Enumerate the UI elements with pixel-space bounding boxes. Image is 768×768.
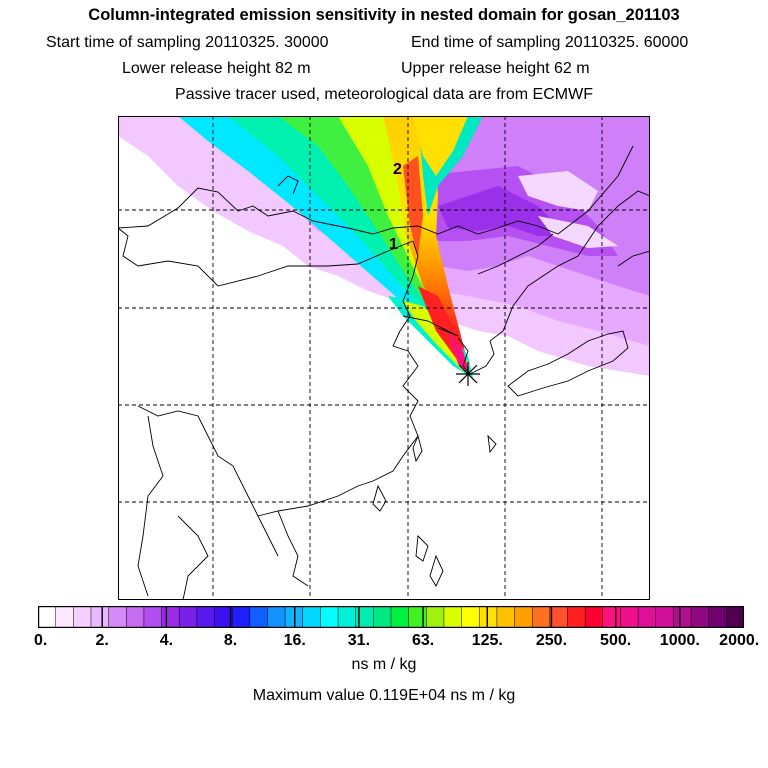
colorbar-tick-label: 8. [223, 632, 238, 649]
lower-release-height-label: Lower release height 82 m [122, 60, 311, 77]
colorbar-cell [408, 606, 428, 628]
map-frame [118, 116, 650, 600]
colorbar-cell [726, 606, 744, 628]
colorbar-tick-label: 16. [283, 632, 306, 649]
maximum-value-label: Maximum value 0.119E+04 ns m / kg [252, 687, 516, 704]
colorbar-cell [531, 606, 551, 628]
colorbar-tick-label: 0. [33, 632, 48, 649]
tracer-note: Passive tracer used, meteorological data… [175, 86, 593, 103]
colorbar-cell [443, 606, 463, 628]
colorbar-tick-label: 1000. [659, 632, 700, 649]
colorbar-cell [231, 606, 251, 628]
plume-marker-2: 2 [393, 161, 402, 178]
upper-release-height-label: Upper release height 62 m [401, 60, 590, 77]
colorbar-cell [178, 606, 198, 628]
colorbar-tick-label: 63. [411, 632, 435, 649]
colorbar-cell [55, 606, 75, 628]
colorbar-cell [479, 606, 498, 628]
colorbar-tick-label: 125. [471, 632, 503, 649]
colorbar-cell [38, 606, 57, 628]
colorbar-tick-label: 2. [95, 632, 109, 649]
colorbar-units: ns m / kg [351, 656, 417, 673]
colorbar-cell [514, 606, 533, 628]
sensitivity-map: 2 1 [118, 116, 650, 600]
colorbar-cell [549, 606, 569, 628]
colorbar-cell [73, 606, 92, 628]
colorbar-cell [320, 606, 339, 628]
colorbar-cell [567, 606, 586, 628]
colorbar-cell [496, 606, 516, 628]
colorbar-cell [249, 606, 269, 628]
colorbar [38, 606, 744, 628]
plume-marker-1: 1 [389, 236, 398, 253]
colorbar-cell [461, 606, 481, 628]
colorbar-cell [426, 606, 445, 628]
colorbar-cell [690, 606, 710, 628]
receptor-star-icon [456, 362, 480, 386]
colorbar-tick-label: 4. [159, 632, 174, 649]
colorbar-cell [673, 606, 692, 628]
colorbar-cell [108, 606, 127, 628]
colorbar-cell [390, 606, 410, 628]
colorbar-cell [90, 606, 110, 628]
colorbar-cell [708, 606, 728, 628]
colorbar-cell [126, 606, 145, 628]
colorbar-cell [584, 606, 604, 628]
end-time-label: End time of sampling 20110325. 60000 [411, 34, 689, 51]
colorbar-cell [196, 606, 216, 628]
colorbar-cell [620, 606, 639, 628]
start-time-label: Start time of sampling 20110325. 30000 [46, 34, 329, 51]
colorbar-cell [161, 606, 180, 628]
colorbar-tick-label: 500. [600, 632, 632, 649]
colorbar-cell [602, 606, 622, 628]
colorbar-cell [655, 606, 675, 628]
colorbar-cell [373, 606, 392, 628]
colorbar-cell [267, 606, 286, 628]
plot-title: Column-integrated emission sensitivity i… [88, 6, 680, 24]
colorbar-tick-label: 250. [535, 632, 568, 649]
colorbar-tick-label: 2000. [719, 632, 760, 649]
colorbar-cell [143, 606, 163, 628]
lat-lon-grid [118, 116, 650, 600]
colorbar-tick-label: 31. [347, 632, 371, 649]
colorbar-cell [637, 606, 657, 628]
colorbar-cell [302, 606, 322, 628]
colorbar-cell [337, 606, 357, 628]
coastlines-borders [118, 145, 650, 600]
